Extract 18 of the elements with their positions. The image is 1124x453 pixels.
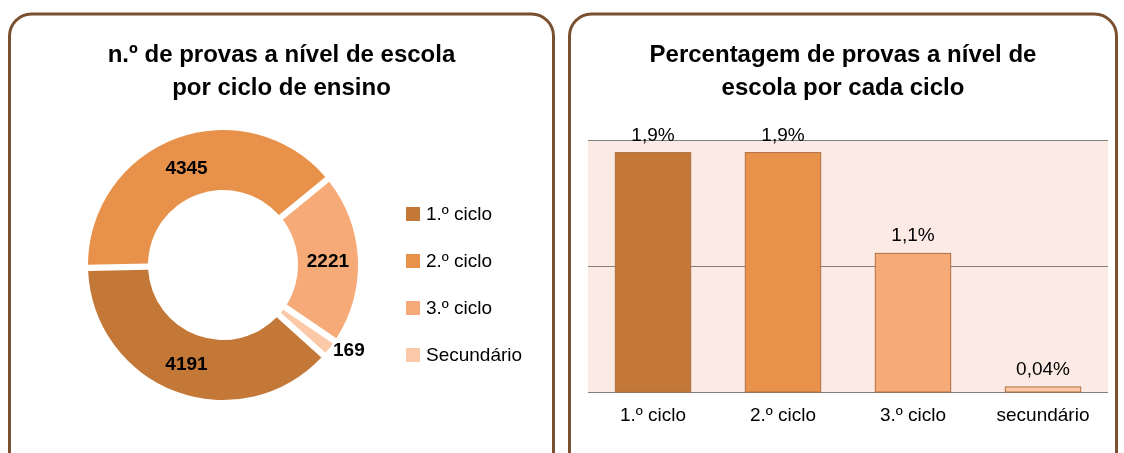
x-tick-label: secundário xyxy=(996,404,1090,426)
data-label: 2221 xyxy=(306,250,350,272)
chart-title: n.º de provas a nível de escola por ciclo de ensino xyxy=(107,40,456,100)
legend-label: 2.º ciclo xyxy=(426,250,493,271)
x-tick-label: 3.º ciclo xyxy=(879,404,947,426)
legend-label: 1.º ciclo xyxy=(426,203,493,224)
data-label: 1,1% xyxy=(891,224,935,246)
data-label: 1,9% xyxy=(761,123,805,145)
chart-title: Percentagem de provas a nível de escola por cada ciclo xyxy=(649,40,1037,100)
x-tick-label: 1.º ciclo xyxy=(619,404,687,426)
x-tick-label: 2.º ciclo xyxy=(749,404,817,426)
data-label: 4191 xyxy=(165,353,209,375)
legend-label: 3.º ciclo xyxy=(426,297,493,318)
legend-label: Secundário xyxy=(426,344,523,365)
data-label: 4345 xyxy=(165,156,209,178)
data-label: 169 xyxy=(333,339,365,361)
data-label: 0,04% xyxy=(1016,357,1071,379)
data-label: 1,9% xyxy=(631,123,675,145)
